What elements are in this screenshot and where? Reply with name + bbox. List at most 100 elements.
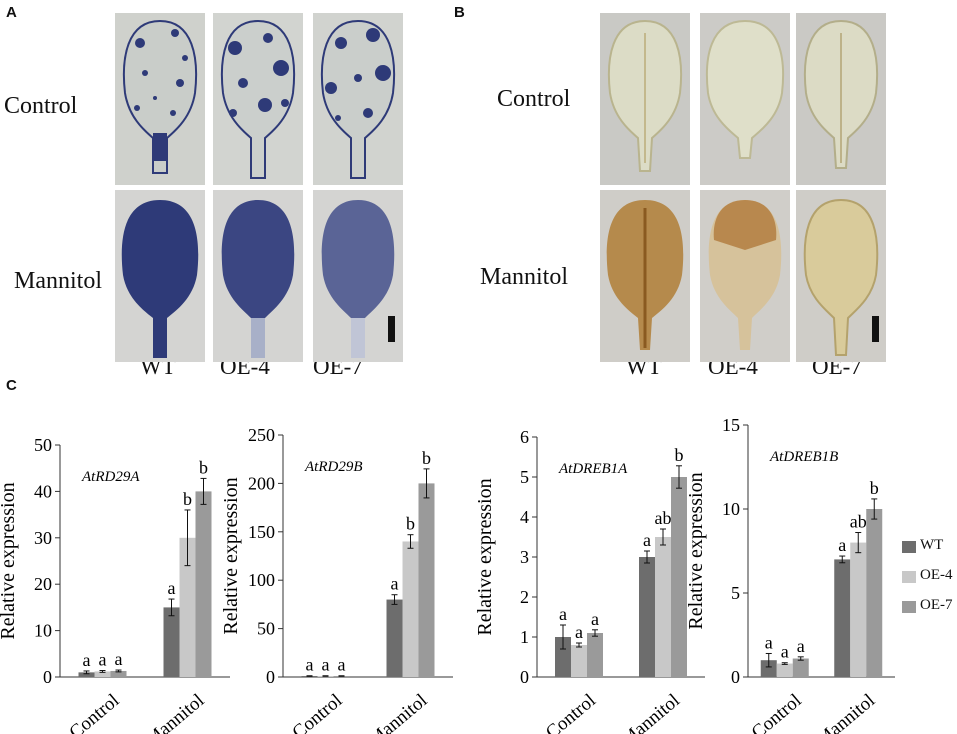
bar-oe-4 <box>94 671 111 677</box>
significance-letter: a <box>306 655 314 675</box>
y-axis-label: Relative expression <box>685 472 707 629</box>
y-tick-label: 0 <box>520 667 529 687</box>
bar-oe-7 <box>587 633 603 677</box>
bar-oe-7 <box>418 483 435 677</box>
leaf-photo-b-control-wt <box>600 13 690 185</box>
leaf-photo-a-mannitol-wt <box>115 190 205 362</box>
significance-letter: a <box>322 655 330 675</box>
x-category-label: Mannitol <box>617 690 684 734</box>
y-tick-label: 50 <box>34 435 52 455</box>
row-label-mannitol-a: Mannitol <box>14 268 102 294</box>
significance-letter: b <box>406 514 415 534</box>
significance-letter: a <box>591 609 599 629</box>
legend-label-wt: WT <box>920 537 944 553</box>
y-axis-label: Relative expression <box>220 477 242 634</box>
y-tick-label: 250 <box>248 425 275 445</box>
row-label-control-a: Control <box>4 93 78 119</box>
y-tick-label: 10 <box>722 499 740 519</box>
significance-letter: a <box>168 578 176 598</box>
scale-bar-b <box>872 316 879 342</box>
y-tick-label: 2 <box>520 587 529 607</box>
significance-letter: a <box>559 604 567 624</box>
y-tick-label: 40 <box>34 481 52 501</box>
y-tick-label: 10 <box>34 621 52 641</box>
bar-oe-7 <box>671 477 687 677</box>
significance-letter: b <box>870 478 879 498</box>
significance-letter: a <box>765 632 773 652</box>
bar-oe-7 <box>866 509 883 677</box>
bar-wt <box>639 557 655 677</box>
x-category-label: Mannitol <box>142 690 209 734</box>
y-tick-label: 150 <box>248 522 275 542</box>
leaf-photo-b-mannitol-oe4 <box>700 190 790 362</box>
significance-letter: b <box>675 445 684 465</box>
significance-letter: a <box>391 574 399 594</box>
leaf-photo-b-mannitol-oe7 <box>796 190 886 362</box>
bar-oe-4 <box>571 645 587 677</box>
leaf-photo-a-control-oe4 <box>213 13 303 185</box>
scale-bar-a <box>388 316 395 342</box>
bar-oe-7 <box>110 670 127 677</box>
legend-label-oe4: OE-4 <box>920 567 953 583</box>
bar-oe-7 <box>792 658 809 677</box>
panel-label-b: B <box>454 4 465 21</box>
significance-letter: b <box>199 457 208 477</box>
legend-label-oe7: OE-7 <box>920 597 953 613</box>
y-tick-label: 50 <box>257 619 275 639</box>
y-tick-label: 0 <box>266 667 275 687</box>
significance-letter: ab <box>850 512 867 532</box>
bar-oe-4 <box>402 541 419 677</box>
x-category-label: Control <box>542 690 600 734</box>
significance-letter: b <box>183 489 192 509</box>
y-axis-label: Relative expression <box>474 478 496 635</box>
y-tick-label: 30 <box>34 528 52 548</box>
bar-wt <box>760 660 777 677</box>
significance-letter: ab <box>655 508 672 528</box>
leaf-photo-a-control-wt <box>115 13 205 185</box>
row-label-control-b: Control <box>497 86 571 112</box>
leaf-photo-a-mannitol-oe4 <box>213 190 303 362</box>
y-tick-label: 0 <box>731 667 740 687</box>
significance-letter: a <box>338 655 346 675</box>
x-category-label: Control <box>65 690 123 734</box>
leaf-photo-a-control-oe7 <box>313 13 403 185</box>
gene-name-label: AtDREB1A <box>558 461 628 477</box>
leaf-photo-b-mannitol-wt <box>600 190 690 362</box>
y-tick-label: 200 <box>248 473 275 493</box>
significance-letter: a <box>781 642 789 662</box>
leaf-photo-b-control-oe7 <box>796 13 886 185</box>
y-tick-label: 20 <box>34 574 52 594</box>
panel-label-a: A <box>6 4 17 21</box>
significance-letter: a <box>99 650 107 670</box>
bar-oe-4 <box>776 663 793 677</box>
significance-letter: a <box>115 649 123 669</box>
bar-wt <box>386 599 403 677</box>
significance-letter: a <box>838 535 846 555</box>
bar-oe-4 <box>179 537 196 677</box>
bar-wt <box>163 607 180 677</box>
bar-oe-4 <box>655 537 671 677</box>
panel-label-c: C <box>6 377 17 394</box>
y-tick-label: 100 <box>248 570 275 590</box>
y-tick-label: 1 <box>520 627 529 647</box>
legend-swatch-wt <box>902 541 916 553</box>
y-tick-label: 15 <box>722 415 740 435</box>
y-axis-label: Relative expression <box>0 482 19 639</box>
x-category-label: Mannitol <box>812 690 879 734</box>
x-category-label: Control <box>288 690 346 734</box>
legend-swatch-oe7 <box>902 601 916 613</box>
y-tick-label: 3 <box>520 547 529 567</box>
gene-name-label: AtDREB1B <box>769 449 838 465</box>
bar-wt <box>834 559 851 677</box>
y-tick-label: 0 <box>43 667 52 687</box>
significance-letter: a <box>643 530 651 550</box>
legend-swatch-oe4 <box>902 571 916 583</box>
bar-wt <box>555 637 571 677</box>
gene-name-label: AtRD29A <box>81 469 140 485</box>
significance-letter: b <box>422 448 431 468</box>
gene-name-label: AtRD29B <box>304 459 363 475</box>
x-category-label: Control <box>748 690 806 734</box>
bar-oe-7 <box>195 491 212 677</box>
significance-letter: a <box>575 622 583 642</box>
